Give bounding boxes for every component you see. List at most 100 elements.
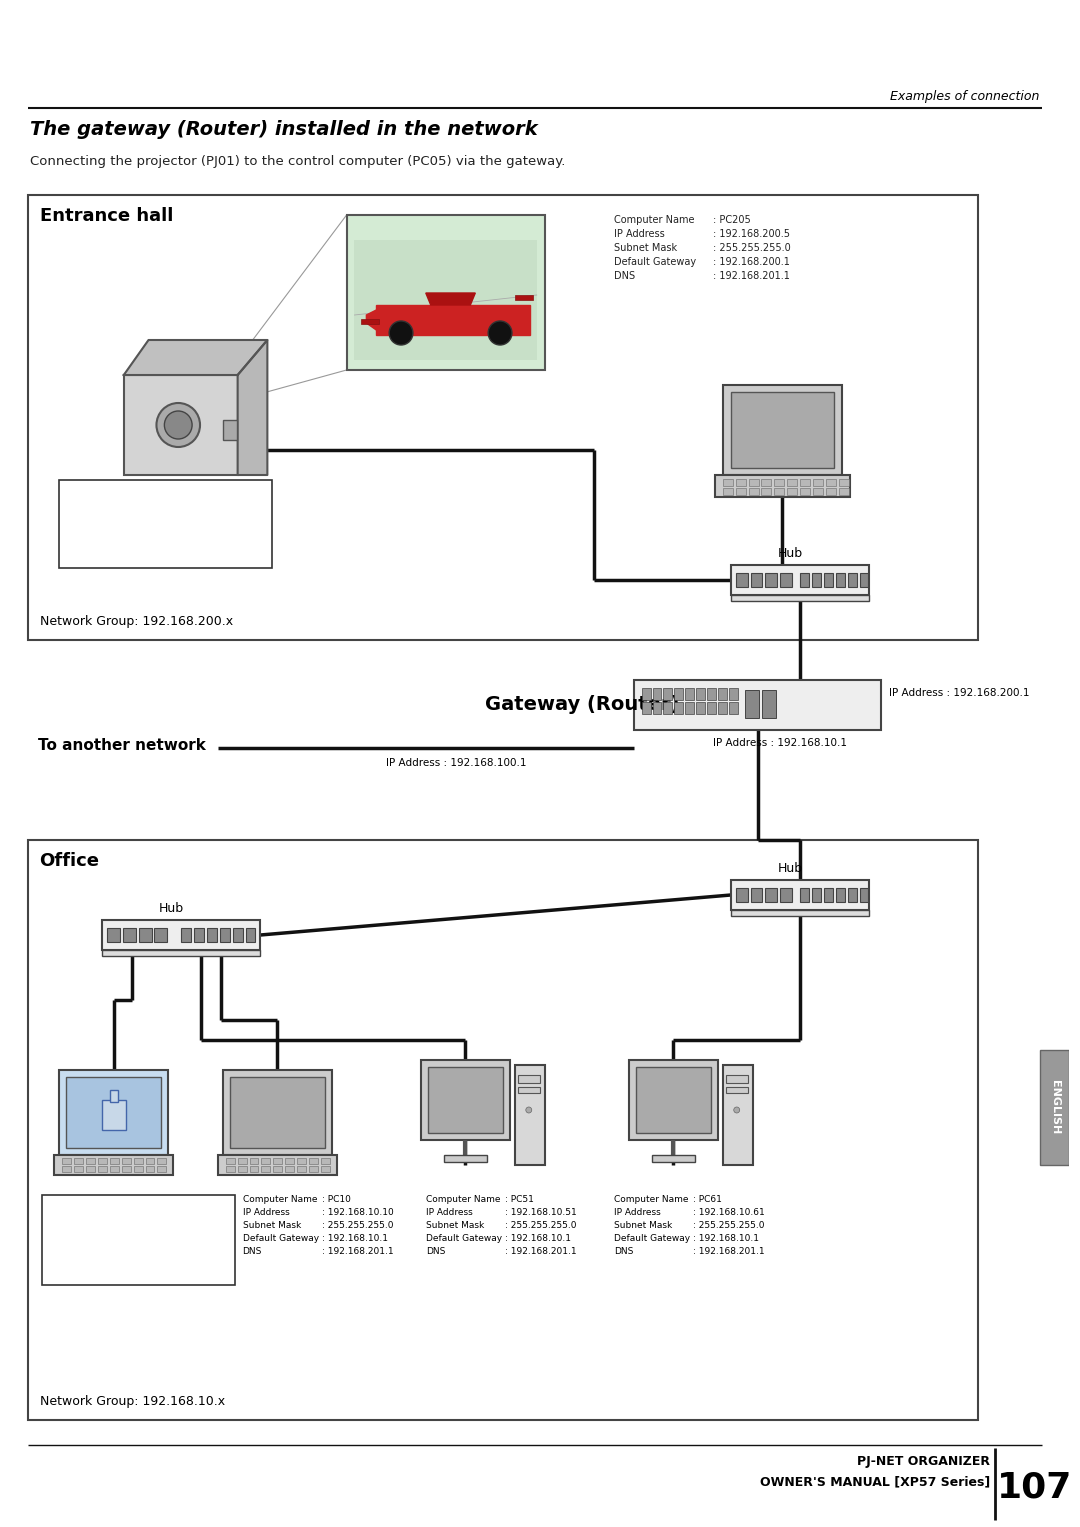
Text: Default Gateway: Default Gateway (613, 257, 697, 267)
Text: DNS: DNS (426, 1248, 445, 1257)
FancyBboxPatch shape (309, 1167, 318, 1173)
FancyBboxPatch shape (774, 489, 784, 495)
FancyBboxPatch shape (735, 889, 747, 902)
FancyBboxPatch shape (273, 1157, 282, 1164)
FancyBboxPatch shape (222, 420, 237, 440)
Text: DNS: DNS (613, 1248, 633, 1257)
FancyBboxPatch shape (245, 928, 256, 942)
Text: Subnet Mask: Subnet Mask (613, 1222, 672, 1231)
Polygon shape (124, 341, 268, 376)
FancyBboxPatch shape (102, 1099, 125, 1130)
FancyBboxPatch shape (836, 573, 845, 586)
FancyBboxPatch shape (860, 573, 868, 586)
FancyBboxPatch shape (515, 295, 532, 299)
FancyBboxPatch shape (735, 489, 745, 495)
Text: ENGLISH: ENGLISH (1050, 1081, 1059, 1135)
FancyBboxPatch shape (75, 1157, 83, 1164)
Text: Default Gateway: Default Gateway (426, 1234, 502, 1243)
FancyBboxPatch shape (800, 479, 810, 486)
FancyBboxPatch shape (848, 573, 856, 586)
FancyBboxPatch shape (634, 680, 881, 730)
Text: : 192.168.10.5: : 192.168.10.5 (106, 1215, 172, 1225)
Circle shape (389, 321, 413, 345)
FancyBboxPatch shape (107, 928, 120, 942)
FancyBboxPatch shape (780, 889, 792, 902)
Text: : 192.168.201.1: : 192.168.201.1 (693, 1248, 765, 1257)
Text: Network Group: 192.168.10.x: Network Group: 192.168.10.x (40, 1396, 225, 1408)
Text: Connecting the projector (PJ01) to the control computer (PC05) via the gateway.: Connecting the projector (PJ01) to the c… (30, 156, 565, 168)
Text: : 192.168.201.1: : 192.168.201.1 (713, 270, 789, 281)
FancyBboxPatch shape (146, 1157, 154, 1164)
FancyBboxPatch shape (812, 573, 821, 586)
FancyBboxPatch shape (354, 240, 537, 360)
Text: Computer Name: Computer Name (243, 1196, 318, 1203)
Text: Hub: Hub (778, 547, 802, 560)
Text: : 192.168.201.1: : 192.168.201.1 (322, 1248, 393, 1257)
Polygon shape (426, 293, 475, 305)
Text: : 192.168.200.1: : 192.168.200.1 (713, 257, 789, 267)
Text: : 255.255.255.0: : 255.255.255.0 (693, 1222, 765, 1231)
Text: Network Group: 192.168.200.x: Network Group: 192.168.200.x (40, 615, 232, 628)
Text: Computer Name: Computer Name (613, 1196, 688, 1203)
FancyBboxPatch shape (122, 1157, 131, 1164)
FancyBboxPatch shape (134, 1157, 143, 1164)
FancyBboxPatch shape (63, 1167, 71, 1173)
FancyBboxPatch shape (321, 1167, 329, 1173)
Text: Gateway (Router): Gateway (Router) (485, 695, 679, 715)
Text: : PC51: : PC51 (505, 1196, 534, 1203)
Text: Subnet Mask: Subnet Mask (426, 1222, 484, 1231)
FancyBboxPatch shape (207, 928, 217, 942)
FancyBboxPatch shape (761, 479, 771, 486)
FancyBboxPatch shape (729, 689, 738, 699)
FancyBboxPatch shape (238, 1157, 246, 1164)
Text: IP Address: IP Address (613, 1208, 661, 1217)
Text: IP Address: IP Address (243, 1208, 289, 1217)
FancyBboxPatch shape (824, 573, 833, 586)
Text: Subnet Mask: Subnet Mask (65, 513, 123, 522)
FancyBboxPatch shape (249, 1157, 258, 1164)
FancyBboxPatch shape (309, 1157, 318, 1164)
FancyBboxPatch shape (652, 689, 661, 699)
FancyBboxPatch shape (726, 1075, 747, 1083)
FancyBboxPatch shape (826, 479, 836, 486)
FancyBboxPatch shape (707, 702, 716, 715)
Text: Hub: Hub (159, 902, 184, 915)
FancyBboxPatch shape (731, 910, 869, 916)
FancyBboxPatch shape (54, 1154, 173, 1174)
FancyBboxPatch shape (824, 889, 833, 902)
Text: : 192.168.10.1: : 192.168.10.1 (693, 1234, 759, 1243)
Text: Hub: Hub (778, 863, 802, 875)
FancyBboxPatch shape (651, 1154, 696, 1162)
Text: : 255.255.255.0: : 255.255.255.0 (106, 1228, 177, 1235)
FancyBboxPatch shape (652, 702, 661, 715)
FancyBboxPatch shape (261, 1167, 270, 1173)
FancyBboxPatch shape (59, 479, 272, 568)
FancyBboxPatch shape (718, 702, 727, 715)
Text: : 255.255.255.0: : 255.255.255.0 (322, 1222, 393, 1231)
Text: 107: 107 (997, 1471, 1072, 1504)
FancyBboxPatch shape (780, 573, 792, 586)
FancyBboxPatch shape (848, 889, 856, 902)
FancyBboxPatch shape (685, 702, 694, 715)
FancyBboxPatch shape (629, 1060, 718, 1141)
FancyBboxPatch shape (75, 1167, 83, 1173)
FancyBboxPatch shape (707, 689, 716, 699)
Circle shape (733, 1107, 740, 1113)
Polygon shape (376, 305, 530, 334)
Text: IP Address: IP Address (613, 229, 664, 240)
FancyBboxPatch shape (220, 928, 230, 942)
FancyBboxPatch shape (515, 1064, 544, 1165)
FancyBboxPatch shape (230, 1077, 325, 1148)
Text: : 192.168.10.1: : 192.168.10.1 (505, 1234, 571, 1243)
Circle shape (164, 411, 192, 438)
FancyBboxPatch shape (839, 479, 849, 486)
FancyBboxPatch shape (744, 690, 758, 718)
Circle shape (526, 1107, 531, 1113)
Text: DNS: DNS (243, 1248, 262, 1257)
FancyBboxPatch shape (697, 689, 705, 699)
FancyBboxPatch shape (321, 1157, 329, 1164)
Text: Computer Name: PC05: Computer Name: PC05 (46, 1200, 179, 1209)
FancyBboxPatch shape (731, 565, 869, 596)
Text: Default Gateway: Default Gateway (613, 1234, 690, 1243)
Circle shape (488, 321, 512, 345)
